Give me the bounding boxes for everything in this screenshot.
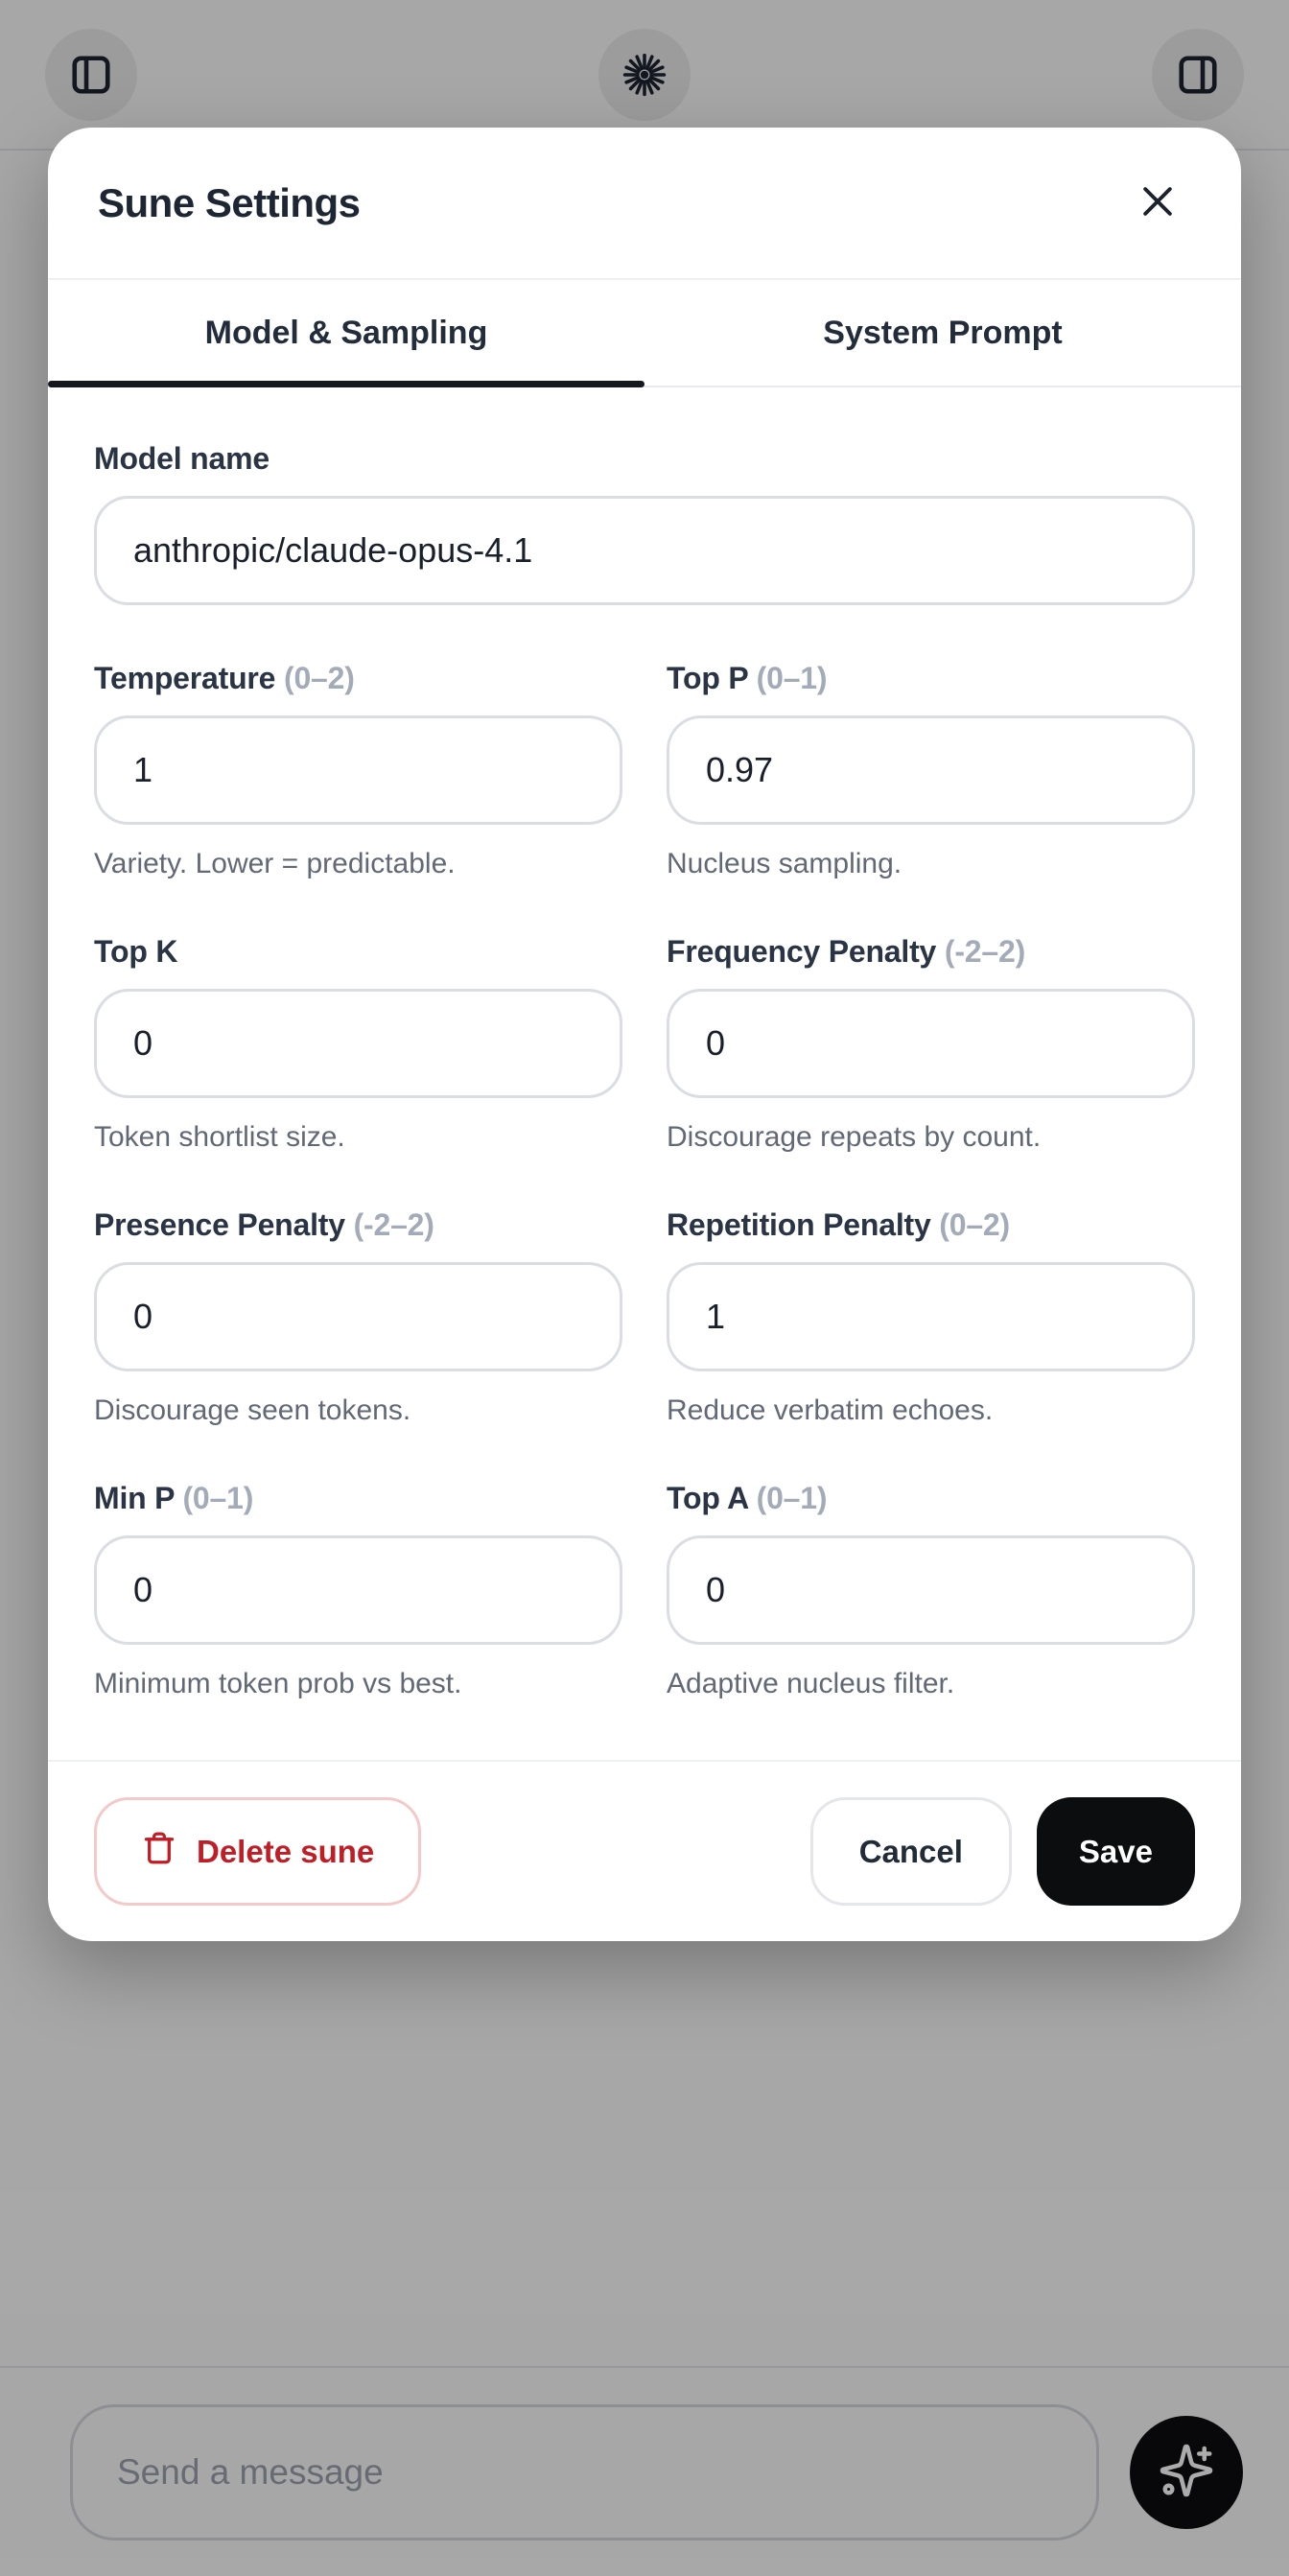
presence-penalty-helper: Discourage seen tokens. [94, 1394, 411, 1426]
min-p-helper: Minimum token prob vs best. [94, 1668, 462, 1699]
frequency-penalty-helper: Discourage repeats by count. [667, 1121, 1042, 1153]
sune-send-button[interactable] [1130, 2415, 1243, 2529]
right-sidebar-toggle-button[interactable] [1152, 28, 1244, 121]
repetition-penalty-range-hint: (0–2) [939, 1207, 1010, 1242]
temperature-input[interactable] [94, 715, 622, 825]
top-k-input[interactable] [94, 989, 622, 1098]
frequency-penalty-range-hint: (-2–2) [944, 934, 1026, 969]
presence-penalty-input[interactable] [94, 1262, 622, 1371]
temperature-label: Temperature [94, 661, 276, 695]
top-p-field: Top P (0–1) Nucleus sampling. [667, 661, 1195, 880]
temperature-field: Temperature (0–2) Variety. Lower = predi… [94, 661, 622, 880]
top-p-helper: Nucleus sampling. [667, 848, 902, 879]
model-name-input[interactable] [94, 496, 1195, 605]
sparkles-icon [1158, 2442, 1215, 2502]
presence-penalty-field: Presence Penalty (-2–2) Discourage seen … [94, 1207, 622, 1427]
starburst-icon [621, 51, 668, 99]
top-a-range-hint: (0–1) [756, 1481, 828, 1515]
min-p-field: Min P (0–1) Minimum token prob vs best. [94, 1481, 622, 1700]
top-k-helper: Token shortlist size. [94, 1121, 345, 1153]
presence-penalty-range-hint: (-2–2) [353, 1207, 434, 1242]
delete-sune-button[interactable]: Delete sune [94, 1797, 422, 1906]
model-name-field: Model name [94, 441, 1195, 605]
message-input[interactable] [70, 2403, 1099, 2541]
temperature-helper: Variety. Lower = predictable. [94, 848, 456, 879]
presence-penalty-label: Presence Penalty [94, 1207, 345, 1242]
frequency-penalty-label: Frequency Penalty [667, 934, 937, 969]
delete-sune-label: Delete sune [197, 1833, 375, 1869]
sune-settings-dialog: Sune Settings Model & Sampling System Pr… [48, 128, 1241, 1941]
repetition-penalty-field: Repetition Penalty (0–2) Reduce verbatim… [667, 1207, 1195, 1427]
sampling-grid: Temperature (0–2) Variety. Lower = predi… [94, 661, 1195, 1700]
settings-tabs: Model & Sampling System Prompt [48, 280, 1241, 387]
close-button[interactable] [1124, 170, 1191, 237]
close-icon [1137, 180, 1179, 225]
min-p-label: Min P [94, 1481, 175, 1515]
panel-right-icon [1176, 53, 1220, 97]
left-sidebar-toggle-button[interactable] [45, 28, 137, 121]
min-p-range-hint: (0–1) [182, 1481, 254, 1515]
trash-icon [141, 1830, 177, 1874]
save-button[interactable]: Save [1036, 1797, 1195, 1906]
model-name-label: Model name [94, 441, 270, 476]
composer-bar [0, 2366, 1289, 2576]
tab-system-prompt[interactable]: System Prompt [644, 280, 1241, 386]
top-a-helper: Adaptive nucleus filter. [667, 1668, 955, 1699]
dialog-header: Sune Settings [48, 128, 1241, 280]
panel-left-icon [69, 53, 113, 97]
top-k-field: Top K Token shortlist size. [94, 934, 622, 1154]
dialog-title: Sune Settings [98, 179, 361, 225]
cancel-button[interactable]: Cancel [809, 1797, 1012, 1906]
tab-model-sampling[interactable]: Model & Sampling [48, 280, 644, 387]
top-p-label: Top P [667, 661, 748, 695]
frequency-penalty-field: Frequency Penalty (-2–2) Discourage repe… [667, 934, 1195, 1154]
footer-actions: Cancel Save [809, 1797, 1195, 1906]
settings-form: Model name Temperature (0–2) Variety. Lo… [48, 387, 1241, 1760]
dialog-footer: Delete sune Cancel Save [48, 1760, 1241, 1941]
top-a-label: Top A [667, 1481, 748, 1515]
min-p-input[interactable] [94, 1535, 622, 1645]
top-p-input[interactable] [667, 715, 1195, 825]
top-p-range-hint: (0–1) [756, 661, 828, 695]
repetition-penalty-input[interactable] [667, 1262, 1195, 1371]
top-a-field: Top A (0–1) Adaptive nucleus filter. [667, 1481, 1195, 1700]
frequency-penalty-input[interactable] [667, 989, 1195, 1098]
logo-button[interactable] [598, 28, 691, 121]
top-k-label: Top K [94, 934, 178, 969]
temperature-range-hint: (0–2) [283, 661, 355, 695]
top-a-input[interactable] [667, 1535, 1195, 1645]
repetition-penalty-helper: Reduce verbatim echoes. [667, 1394, 994, 1426]
repetition-penalty-label: Repetition Penalty [667, 1207, 931, 1242]
